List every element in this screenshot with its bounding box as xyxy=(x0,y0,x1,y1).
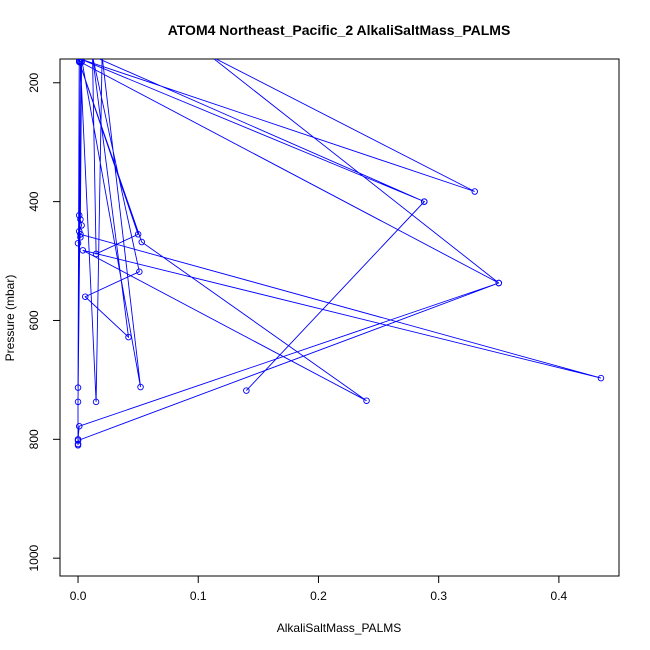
data-point xyxy=(74,440,82,448)
y-axis-label: Pressure (mbar) xyxy=(3,275,17,362)
data-point xyxy=(421,198,428,205)
data-point xyxy=(471,188,478,195)
data-point xyxy=(74,239,82,247)
data-point xyxy=(74,384,82,391)
data-point xyxy=(74,437,82,444)
data-point xyxy=(75,212,83,219)
x-tick-label: 0.4 xyxy=(551,589,568,603)
data-point xyxy=(134,231,142,238)
data-point xyxy=(597,374,605,382)
data-point xyxy=(75,422,83,430)
data-point xyxy=(92,398,100,406)
chart-title: ATOM4 Northeast_Pacific_2 AlkaliSaltMass… xyxy=(168,22,511,38)
data-point xyxy=(77,231,84,238)
data-point xyxy=(137,383,144,391)
series-line xyxy=(77,59,602,446)
x-tick-label: 0.1 xyxy=(190,589,207,603)
data-point xyxy=(243,387,250,394)
data-point xyxy=(77,59,84,63)
data-point xyxy=(75,228,83,235)
data-point xyxy=(79,247,87,254)
x-tick-label: 0.3 xyxy=(430,589,447,603)
y-tick-label: 800 xyxy=(27,429,41,449)
y-axis: 200 400 600 800 1000 xyxy=(27,72,61,572)
x-axis-label: AlkaliSaltMass_PALMS xyxy=(277,621,402,635)
y-tick-label: 600 xyxy=(27,310,41,330)
data-point xyxy=(495,279,503,287)
data-point xyxy=(77,234,84,241)
plot-frame xyxy=(59,58,620,577)
series-layer xyxy=(74,59,605,449)
data-point xyxy=(77,216,84,223)
data-point xyxy=(74,398,82,406)
x-tick-label: 0.0 xyxy=(70,589,87,603)
data-point xyxy=(138,238,145,246)
y-tick-label: 400 xyxy=(27,191,41,211)
data-point xyxy=(136,268,143,275)
data-point xyxy=(92,250,100,258)
data-point xyxy=(363,397,370,404)
y-tick-label: 1000 xyxy=(27,545,41,572)
data-point xyxy=(81,293,89,300)
data-point xyxy=(125,333,132,341)
data-point xyxy=(78,222,85,229)
x-axis: 0.0 0.1 0.2 0.3 0.4 xyxy=(70,575,568,603)
data-point xyxy=(77,59,84,66)
y-tick-label: 200 xyxy=(27,72,41,92)
x-tick-label: 0.2 xyxy=(310,589,327,603)
